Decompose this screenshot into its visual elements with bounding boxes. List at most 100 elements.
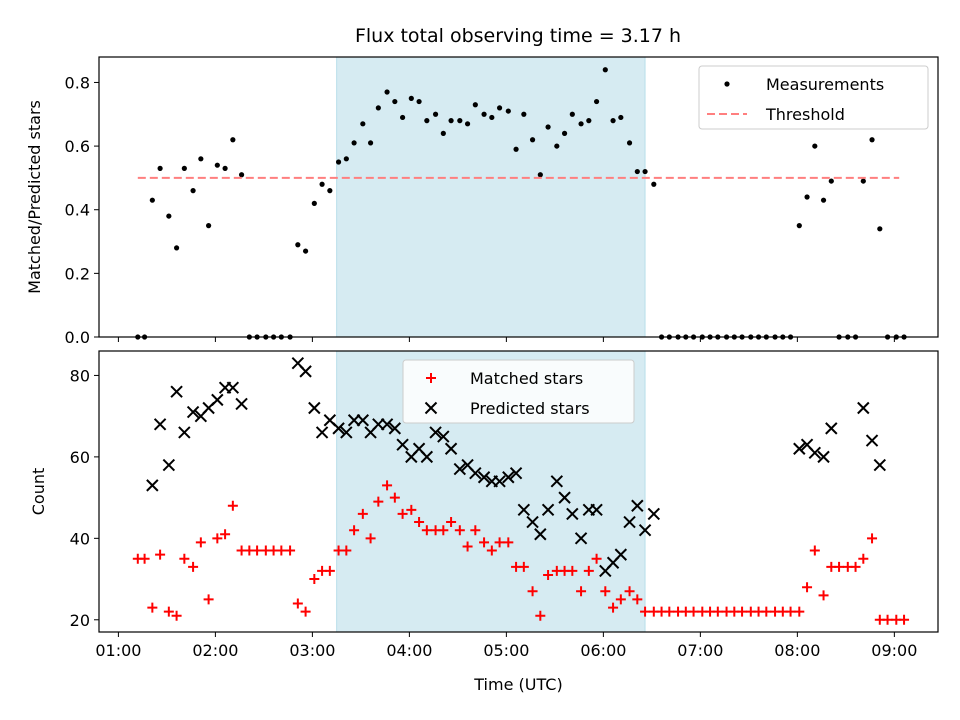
data-point: [567, 565, 578, 576]
data-point: [324, 565, 335, 576]
data-point: [457, 118, 463, 124]
data-point: [382, 480, 393, 491]
data-point: [315, 426, 329, 439]
data-point: [529, 137, 536, 143]
data-point: [867, 533, 878, 544]
data-point: [809, 545, 820, 556]
data-point: [235, 397, 248, 411]
data-point: [614, 548, 628, 561]
data-point: [541, 503, 555, 517]
data-point: [220, 529, 231, 540]
data-point: [388, 422, 402, 435]
y-tick-label: 60: [70, 448, 90, 467]
data-point: [818, 590, 829, 601]
data-point: [212, 533, 223, 544]
data-point: [437, 430, 450, 443]
data-point: [899, 614, 910, 625]
data-point: [834, 561, 845, 572]
data-point: [375, 105, 381, 111]
data-point: [503, 537, 514, 548]
data-point: [162, 458, 176, 472]
data-point: [349, 525, 360, 536]
data-point: [600, 586, 611, 597]
data-point: [149, 197, 155, 203]
data-point: [319, 181, 325, 187]
data-point: [651, 181, 657, 187]
data-point: [341, 545, 352, 556]
data-point: [576, 586, 587, 597]
data-point: [574, 532, 588, 545]
data-point: [496, 105, 503, 111]
data-point: [311, 200, 317, 206]
data-point: [139, 553, 150, 564]
data-point: [198, 156, 204, 162]
data-point: [470, 525, 481, 536]
data-point: [448, 118, 454, 124]
x-tick-label: 04:00: [386, 641, 432, 660]
data-point: [802, 582, 813, 593]
data-point: [591, 553, 602, 564]
data-point: [545, 124, 551, 130]
data-point: [537, 172, 543, 178]
data-point: [593, 98, 600, 105]
data-point: [309, 574, 320, 585]
data-point: [464, 121, 471, 127]
data-point: [166, 213, 172, 219]
data-point: [647, 507, 661, 521]
chart-title: Flux total observing time = 3.17 h: [355, 25, 681, 47]
y-tick-label: 0.6: [65, 137, 90, 156]
data-point: [554, 143, 560, 149]
data-point: [804, 194, 810, 200]
y-axis-label: Matched/Predicted stars: [25, 100, 44, 294]
data-point: [416, 98, 422, 105]
data-point: [873, 458, 887, 472]
data-point: [602, 67, 608, 73]
data-point: [380, 418, 394, 431]
x-tick-label: 08:00: [774, 641, 820, 660]
data-point: [688, 606, 699, 617]
data-point: [285, 545, 296, 556]
data-point: [214, 162, 220, 168]
data-point: [227, 500, 238, 511]
data-point: [808, 446, 822, 460]
data-point: [238, 172, 245, 178]
y-tick-label: 0.4: [65, 201, 90, 220]
data-point: [178, 426, 191, 439]
data-point: [203, 594, 214, 605]
data-point: [171, 610, 182, 621]
count-panel: 20 40 60 80 01:00 02:00 03:00 04:00 05:00 06:00 07…: [29, 350, 939, 694]
data-point: [631, 499, 644, 512]
data-point: [226, 381, 240, 394]
data-point: [399, 114, 406, 121]
data-point: [453, 462, 467, 476]
x-tick-label: 03:00: [289, 641, 335, 660]
data-point: [642, 168, 648, 175]
data-point: [397, 508, 408, 519]
data-point: [509, 466, 523, 480]
data-point: [292, 598, 303, 609]
data-point: [877, 226, 883, 232]
data-point: [558, 491, 571, 504]
data-point: [181, 165, 187, 171]
data-point: [230, 137, 236, 143]
y-tick-label: 0.0: [65, 328, 90, 347]
data-point: [505, 108, 511, 114]
data-point: [640, 606, 651, 617]
x-tick-label: 01:00: [95, 641, 141, 660]
data-point: [578, 121, 584, 127]
y-tick-label: 40: [70, 529, 90, 548]
data-point: [817, 450, 830, 464]
data-point: [420, 450, 434, 464]
data-point: [634, 168, 640, 175]
x-tick-label: 07:00: [677, 641, 723, 660]
legend-label: Measurements: [766, 75, 884, 94]
data-point: [513, 146, 519, 152]
data-point: [479, 537, 490, 548]
legend: Measurements Threshold: [698, 65, 929, 130]
data-point: [195, 537, 206, 548]
data-point: [446, 517, 457, 528]
data-point: [206, 223, 212, 229]
legend-label: Threshold: [765, 105, 845, 124]
data-point: [424, 118, 430, 124]
data-point: [153, 418, 167, 431]
